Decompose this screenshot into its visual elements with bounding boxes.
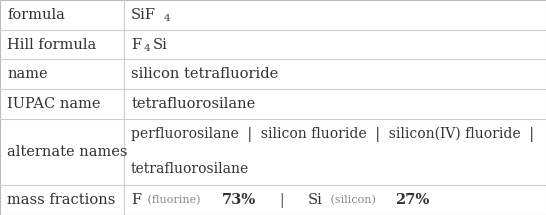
Text: F: F: [131, 37, 141, 52]
Text: 73%: 73%: [222, 193, 256, 207]
Text: tetrafluorosilane: tetrafluorosilane: [131, 97, 256, 111]
Text: (silicon): (silicon): [327, 195, 379, 205]
Text: 4: 4: [163, 14, 170, 23]
Text: Si: Si: [308, 193, 323, 207]
Text: SiF: SiF: [131, 8, 156, 22]
Text: |: |: [266, 193, 298, 208]
Text: (fluorine): (fluorine): [144, 195, 204, 205]
Text: Hill formula: Hill formula: [7, 37, 96, 52]
Text: IUPAC name: IUPAC name: [7, 97, 100, 111]
Text: 4: 4: [144, 44, 151, 53]
Text: name: name: [7, 67, 48, 81]
Text: Si: Si: [153, 37, 168, 52]
Text: silicon tetrafluoride: silicon tetrafluoride: [131, 67, 278, 81]
Text: formula: formula: [7, 8, 65, 22]
Text: tetrafluorosilane: tetrafluorosilane: [131, 162, 250, 176]
Text: F: F: [131, 193, 141, 207]
Text: mass fractions: mass fractions: [7, 193, 115, 207]
Text: 27%: 27%: [395, 193, 429, 207]
Text: alternate names: alternate names: [7, 145, 128, 159]
Text: perfluorosilane  |  silicon fluoride  |  silicon(IV) fluoride  |: perfluorosilane | silicon fluoride | sil…: [131, 127, 534, 142]
